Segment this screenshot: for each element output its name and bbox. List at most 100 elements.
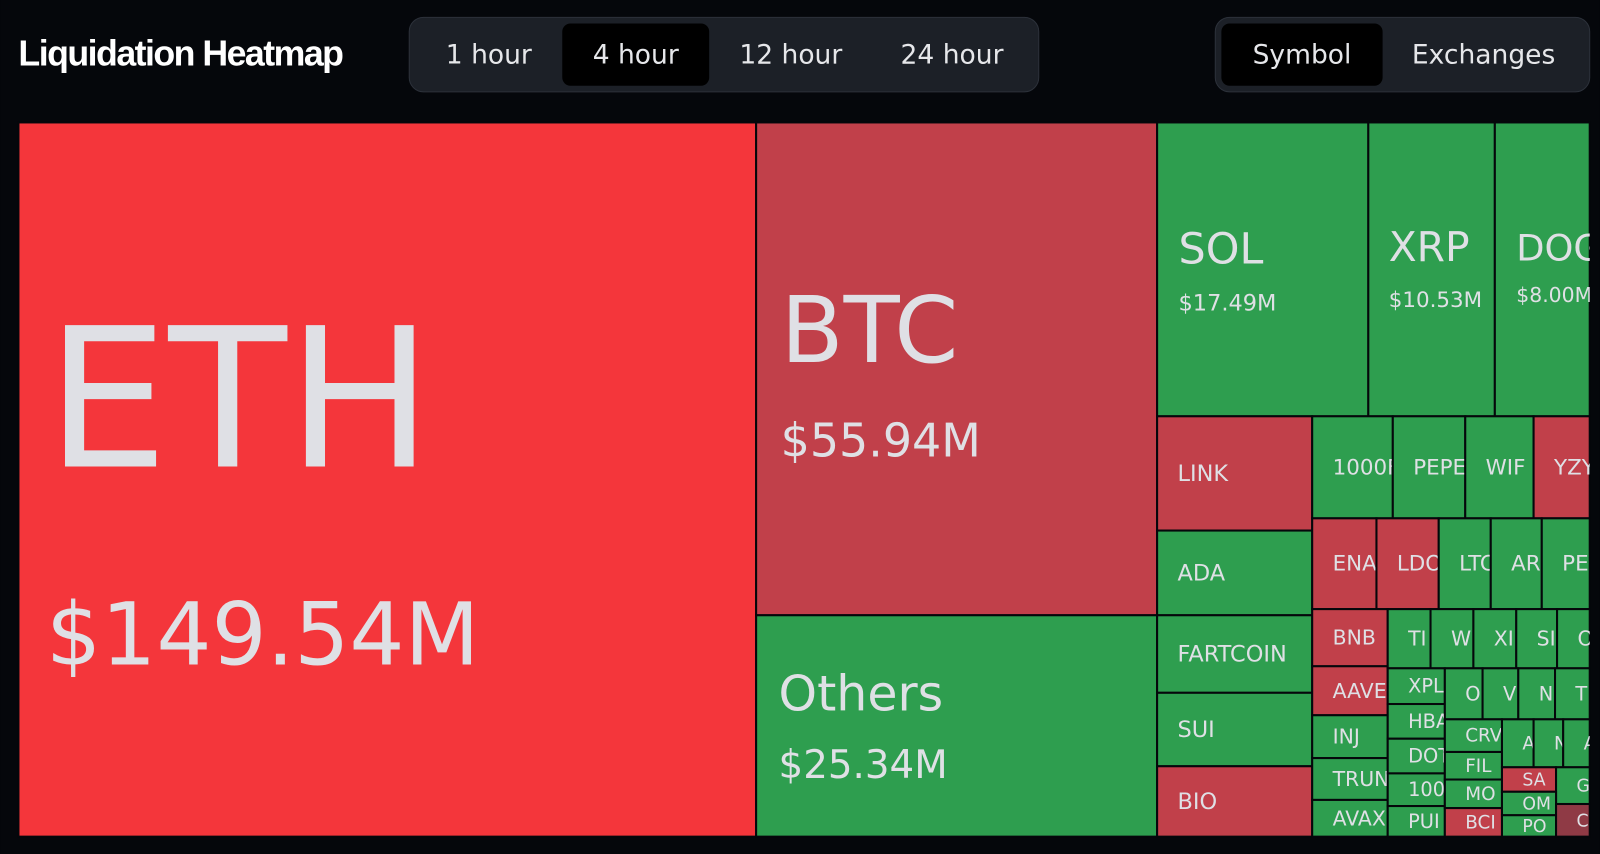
time-tab[interactable]: 4 hour	[593, 40, 679, 71]
tile-text: BNB	[1333, 626, 1376, 650]
tile-text: PEPE	[1413, 455, 1466, 480]
tile-label: BTC	[781, 277, 959, 384]
tile[interactable]	[1386, 702, 1446, 740]
time-tab-active-bg	[562, 23, 710, 86]
tile-text: LINK	[1178, 461, 1230, 487]
tile-label: MO	[1465, 784, 1495, 805]
tile[interactable]	[1367, 121, 1496, 418]
tile-label: HBA	[1408, 710, 1450, 733]
tile[interactable]	[755, 121, 1159, 617]
tile-text: CRV	[1465, 726, 1503, 747]
tile[interactable]	[1515, 608, 1559, 670]
tile-text: PO	[1522, 817, 1546, 837]
tile-text: C	[1576, 811, 1588, 831]
tile-text: SUI	[1178, 717, 1215, 743]
tile[interactable]	[1562, 718, 1591, 769]
tile-label: BIO	[1178, 789, 1218, 815]
time-tab[interactable]: 12 hour	[739, 40, 842, 71]
tile-text: 100	[1408, 778, 1445, 801]
tile-label: CRV	[1465, 726, 1503, 747]
tile-value: $55.94M	[781, 413, 981, 467]
tile-label: ENA	[1333, 552, 1378, 577]
tile[interactable]	[1386, 772, 1446, 808]
tile-label: FIL	[1465, 756, 1492, 777]
tile-label: SI	[1537, 627, 1556, 651]
tile-text: FARTCOIN	[1178, 642, 1287, 668]
tile[interactable]	[1311, 415, 1394, 520]
tile-label: BCI	[1465, 812, 1496, 833]
tile-value: $149.54M	[46, 586, 479, 686]
tile-label: YZY	[1553, 455, 1596, 480]
tile[interactable]	[1532, 718, 1565, 769]
tile[interactable]	[1555, 766, 1591, 806]
tile-label: ETH	[46, 286, 433, 512]
tile-label: C	[1576, 811, 1588, 831]
tile[interactable]	[1554, 667, 1591, 721]
tile[interactable]	[1156, 614, 1314, 694]
page-title: Liquidation Heatmap	[18, 34, 343, 74]
tile-label: V	[1503, 682, 1517, 705]
tile[interactable]	[1391, 415, 1467, 520]
tile-label: FARTCOIN	[1178, 642, 1287, 668]
tile[interactable]	[1555, 802, 1591, 838]
tile-text: BIO	[1178, 789, 1218, 815]
tile-label: PUI	[1408, 810, 1440, 833]
tile-label: A	[1584, 733, 1597, 754]
tile[interactable]	[1437, 517, 1492, 611]
tile-text: G	[1576, 777, 1589, 797]
tile[interactable]	[1489, 517, 1543, 611]
tile-label: AR	[1511, 552, 1541, 577]
time-tab[interactable]: 1 hour	[446, 40, 532, 71]
tile-label: AVAX	[1333, 806, 1386, 830]
tile-label: W	[1451, 627, 1471, 651]
tile-text: XI	[1494, 627, 1514, 651]
tile-text: AVAX	[1333, 806, 1386, 830]
tile[interactable]	[1472, 608, 1518, 670]
tile-text: O	[1465, 682, 1480, 705]
tile[interactable]	[1156, 121, 1370, 418]
tile-text: W	[1451, 627, 1471, 651]
tile-label: PEPE	[1413, 455, 1466, 480]
tile[interactable]	[1156, 691, 1314, 768]
tile-text: V	[1503, 682, 1517, 705]
view-tab-active-bg	[1221, 23, 1383, 86]
tile-text: OM	[1522, 795, 1551, 815]
treemap: ETH $149.54M BTC $55.94M Others $25.34M SOL $17…	[17, 121, 1600, 838]
tile-text: FIL	[1465, 756, 1492, 777]
tile-label: N	[1539, 682, 1553, 705]
view-tab[interactable]: Symbol	[1253, 40, 1352, 71]
tile-text: TRUN	[1332, 767, 1388, 791]
tile-label: XI	[1494, 627, 1514, 651]
tile-text: 1000F	[1333, 455, 1393, 480]
time-tab[interactable]: 24 hour	[901, 40, 1004, 71]
tile-label: O	[1465, 682, 1480, 705]
tile-label: O	[1577, 627, 1593, 651]
tile[interactable]	[1311, 608, 1389, 668]
tile-text: N	[1554, 733, 1563, 754]
tile-label: LINK	[1178, 461, 1230, 487]
tile-label: XRP	[1389, 223, 1470, 271]
tile-label: DOG	[1516, 226, 1600, 269]
tile[interactable]	[1532, 415, 1591, 520]
tile-text: ENA	[1333, 552, 1378, 577]
tile-label: Others	[779, 665, 944, 722]
tile-text: A	[1522, 733, 1533, 754]
tile[interactable]	[1386, 805, 1446, 838]
view-tab[interactable]: Exchanges	[1412, 40, 1555, 71]
tile-text: HBA	[1408, 710, 1450, 733]
tile-text: AR	[1511, 552, 1541, 577]
tile-text: DOT	[1408, 745, 1445, 768]
tile[interactable]	[1311, 798, 1389, 838]
tile[interactable]	[1311, 665, 1389, 717]
tile-label: SUI	[1178, 717, 1215, 743]
tile[interactable]	[1540, 517, 1591, 611]
tile-text: O	[1577, 627, 1593, 651]
tile-text: XRP $10.53M	[1389, 223, 1482, 313]
tile-text: T	[1574, 682, 1587, 705]
tile-text: TI	[1407, 627, 1426, 651]
tile-text: LDO	[1397, 552, 1439, 577]
tile[interactable]	[755, 614, 1159, 838]
tile[interactable]	[1311, 757, 1389, 801]
tile-value: $8.00M	[1516, 283, 1592, 307]
